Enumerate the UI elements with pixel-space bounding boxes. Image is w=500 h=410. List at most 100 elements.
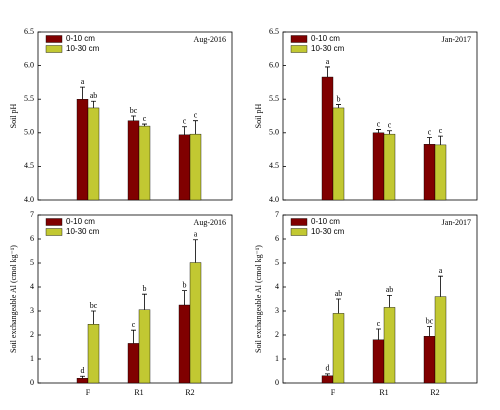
- legend-label: 0-10 cm: [66, 217, 95, 226]
- bar: [76, 378, 89, 384]
- bar: [383, 133, 396, 201]
- significance-letter: c: [388, 121, 392, 130]
- y-tick-label: 0: [275, 378, 279, 387]
- significance-letter: d: [326, 364, 330, 373]
- error-bar: [91, 100, 96, 108]
- significance-letter: c: [428, 127, 432, 136]
- x-tick-label: F: [86, 388, 91, 397]
- legend-swatch: [290, 35, 308, 43]
- significance-letter: c: [439, 126, 443, 135]
- y-tick-label: 2: [30, 330, 34, 339]
- y-tick-label: 4.5: [269, 161, 279, 170]
- significance-letter: b: [143, 284, 147, 293]
- significance-letter: bc: [426, 316, 434, 325]
- panel-annotation: Jan-2017: [442, 35, 471, 44]
- significance-letter: c: [377, 119, 381, 128]
- y-tick-label: 5.0: [24, 128, 34, 137]
- error-bar: [91, 310, 96, 325]
- legend-swatch: [290, 45, 308, 53]
- y-tick-label: 4.0: [24, 195, 34, 204]
- bar: [87, 107, 100, 201]
- y-tick-label: 6: [30, 234, 34, 243]
- bar: [434, 296, 447, 384]
- legend-label: 0-10 cm: [311, 34, 340, 43]
- bar: [332, 313, 345, 384]
- bar: [178, 134, 191, 201]
- bar: [321, 76, 334, 201]
- significance-letter: ab: [90, 91, 98, 100]
- error-bar: [387, 130, 392, 135]
- y-axis-label: Soil exchangeable Al (cmol kg⁻¹): [254, 245, 263, 353]
- error-bar: [131, 329, 136, 344]
- bar: [138, 309, 151, 384]
- y-tick-label: 6: [275, 234, 279, 243]
- error-bar: [376, 328, 381, 340]
- legend-label: 10-30 cm: [66, 227, 100, 236]
- significance-letter: c: [132, 320, 136, 329]
- x-tick-label: R2: [185, 388, 194, 397]
- error-bar: [80, 375, 85, 379]
- x-tick-label: F: [331, 388, 336, 397]
- y-axis-label: Soil pH: [9, 103, 18, 128]
- legend-swatch: [45, 35, 63, 43]
- legend-swatch: [45, 218, 63, 226]
- error-bar: [142, 293, 147, 310]
- legend-label: 0-10 cm: [311, 217, 340, 226]
- bar: [434, 144, 447, 201]
- bar: [372, 132, 385, 201]
- y-axis-label: Soil pH: [254, 103, 263, 128]
- y-tick-label: 6.0: [269, 60, 279, 69]
- significance-letter: c: [377, 319, 381, 328]
- error-bar: [193, 120, 198, 135]
- y-tick-label: 5.5: [269, 94, 279, 103]
- panel-annotation: Aug-2016: [194, 35, 226, 44]
- legend-swatch: [290, 228, 308, 236]
- bar: [138, 125, 151, 201]
- y-tick-label: 1: [275, 354, 279, 363]
- y-tick-label: 6.5: [269, 27, 279, 36]
- legend-label: 0-10 cm: [66, 34, 95, 43]
- significance-letter: d: [81, 366, 85, 375]
- significance-letter: c: [143, 114, 147, 123]
- significance-letter: c: [194, 111, 198, 120]
- bar: [332, 107, 345, 201]
- legend-label: 10-30 cm: [66, 44, 100, 53]
- significance-letter: ab: [386, 285, 394, 294]
- y-axis-label: Soil exchangeable Al (cmol kg⁻¹): [9, 245, 18, 353]
- y-tick-label: 3: [275, 306, 279, 315]
- y-tick-label: 6.0: [24, 60, 34, 69]
- error-bar: [142, 123, 147, 127]
- bar: [76, 98, 89, 201]
- legend-swatch: [290, 218, 308, 226]
- panel-annotation: Aug-2016: [194, 218, 226, 227]
- error-bar: [427, 137, 432, 145]
- significance-letter: b: [183, 280, 187, 289]
- significance-letter: a: [439, 266, 443, 275]
- error-bar: [336, 104, 341, 108]
- y-tick-label: 5: [30, 258, 34, 267]
- error-bar: [182, 126, 187, 135]
- bar: [189, 133, 202, 201]
- error-bar: [325, 373, 330, 376]
- significance-letter: b: [337, 94, 341, 103]
- significance-letter: bc: [90, 301, 98, 310]
- y-tick-label: 0: [30, 378, 34, 387]
- legend-label: 10-30 cm: [311, 227, 345, 236]
- y-tick-label: 5: [275, 258, 279, 267]
- error-bar: [325, 66, 330, 78]
- y-tick-label: 4: [275, 282, 279, 291]
- error-bar: [438, 135, 443, 145]
- bar: [178, 304, 191, 384]
- error-bar: [336, 298, 341, 314]
- error-bar: [131, 115, 136, 121]
- x-tick-label: R2: [430, 388, 439, 397]
- x-tick-label: R1: [134, 388, 143, 397]
- bar: [423, 336, 436, 384]
- bar: [189, 262, 202, 384]
- y-tick-label: 2: [275, 330, 279, 339]
- error-bar: [193, 239, 198, 263]
- y-tick-label: 7: [275, 210, 279, 219]
- x-tick-label: R1: [379, 388, 388, 397]
- error-bar: [182, 290, 187, 305]
